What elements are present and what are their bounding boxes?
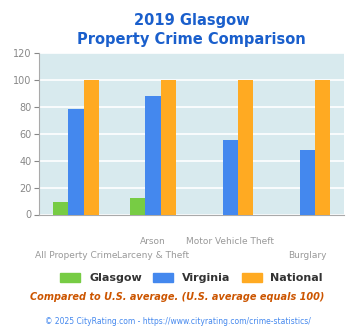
Text: Larceny & Theft: Larceny & Theft xyxy=(117,250,189,260)
Title: 2019 Glasgow
Property Crime Comparison: 2019 Glasgow Property Crime Comparison xyxy=(77,13,306,48)
Bar xyxy=(161,80,176,214)
Text: Arson: Arson xyxy=(140,237,166,246)
Bar xyxy=(223,140,238,214)
Bar xyxy=(84,80,99,214)
Legend: Glasgow, Virginia, National: Glasgow, Virginia, National xyxy=(56,269,327,288)
Text: Motor Vehicle Theft: Motor Vehicle Theft xyxy=(186,237,274,246)
Bar xyxy=(53,202,69,214)
Bar xyxy=(315,80,331,214)
Text: All Property Crime: All Property Crime xyxy=(35,250,117,260)
Bar xyxy=(130,198,146,214)
Text: © 2025 CityRating.com - https://www.cityrating.com/crime-statistics/: © 2025 CityRating.com - https://www.city… xyxy=(45,317,310,326)
Bar xyxy=(238,80,253,214)
Text: Burglary: Burglary xyxy=(288,250,327,260)
Bar xyxy=(146,96,161,214)
Text: Compared to U.S. average. (U.S. average equals 100): Compared to U.S. average. (U.S. average … xyxy=(30,292,325,302)
Bar xyxy=(69,110,84,214)
Bar xyxy=(300,150,315,214)
